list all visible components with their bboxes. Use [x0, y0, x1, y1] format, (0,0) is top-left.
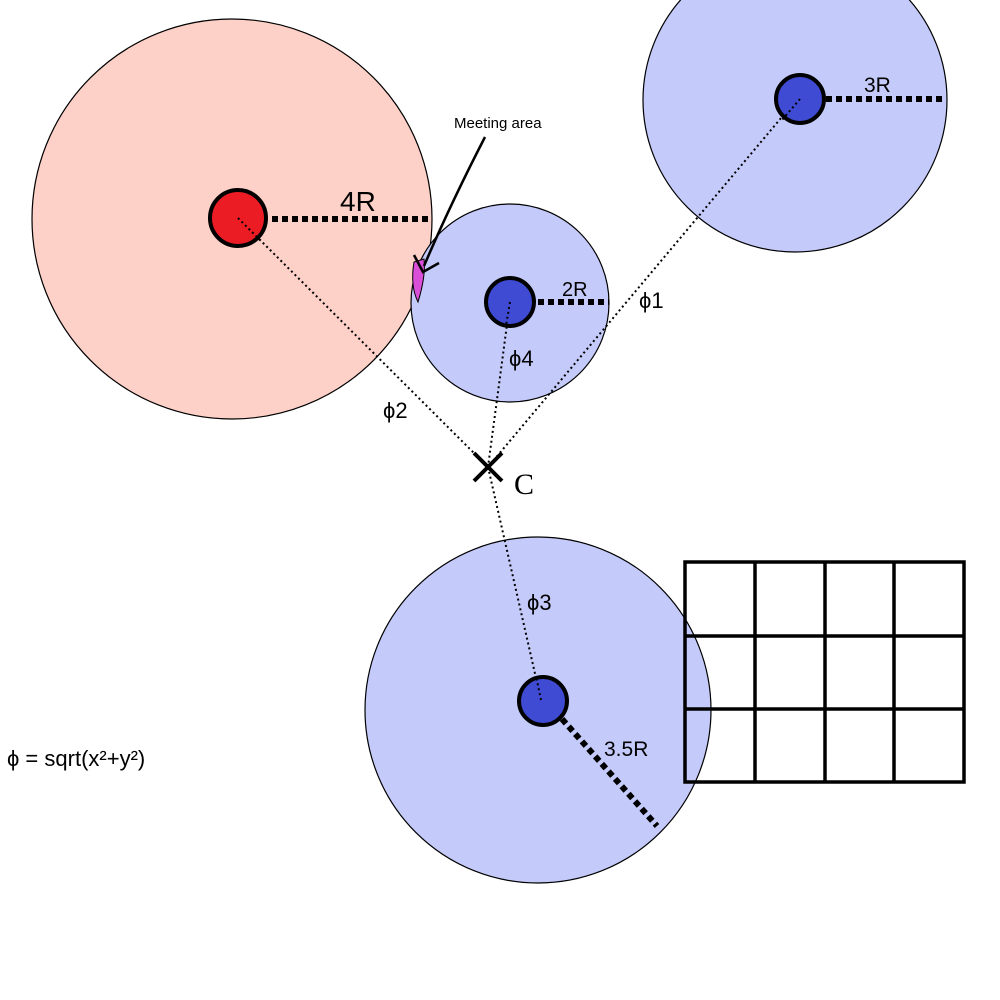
center-x-mark: [472, 451, 504, 483]
phi4-label: ϕ4: [509, 346, 534, 371]
meeting-area-arrow: [422, 136, 487, 267]
meeting-area-label: Meeting area: [454, 115, 542, 132]
phi1-label: ϕ1: [639, 288, 664, 313]
blue-core-3-5r: [517, 675, 569, 727]
radius-label-4r: 4R: [340, 186, 376, 217]
formula-text: ϕ = sqrt(x²+y²): [7, 746, 145, 771]
grid: [683, 560, 966, 784]
arrow-head: [412, 254, 440, 274]
distance-line-phi2: [237, 217, 489, 468]
radius-line-3-5r: [559, 717, 660, 828]
blue-zone-3r: [642, 0, 948, 253]
phi3-label: ϕ3: [527, 590, 552, 615]
distance-line-phi1: [487, 98, 798, 468]
radius-label-3-5r: 3.5R: [604, 738, 648, 761]
phi2-label: ϕ2: [383, 398, 408, 423]
center-label: C: [514, 468, 534, 501]
radius-label-2r: 2R: [562, 279, 588, 301]
radius-label-3r: 3R: [864, 74, 891, 97]
